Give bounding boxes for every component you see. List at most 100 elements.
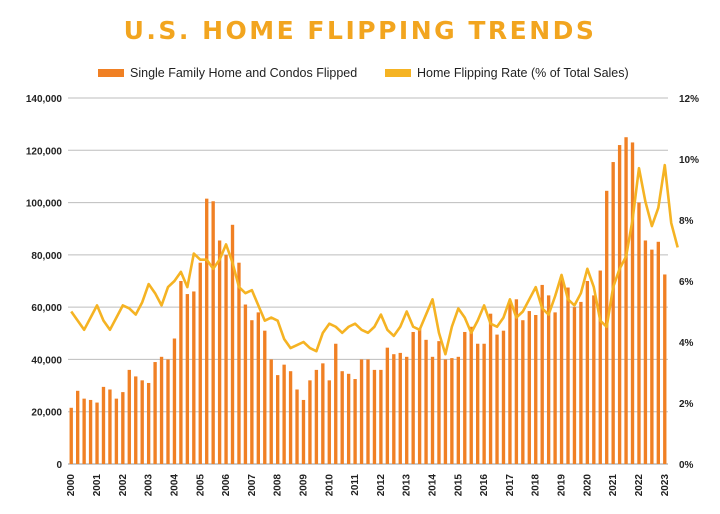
bar <box>469 326 473 464</box>
x-axis-tick-label: 2001 <box>92 474 103 497</box>
bar <box>250 320 254 464</box>
right-axis-tick-label: 12% <box>679 94 699 105</box>
x-axis-tick-label: 2008 <box>273 474 284 497</box>
bar <box>476 343 480 464</box>
right-axis-tick-label: 0% <box>679 460 694 471</box>
x-axis-tick-label: 2022 <box>634 474 645 497</box>
bar <box>443 359 448 464</box>
chart-title: U.S. HOME FLIPPING TRENDS <box>123 16 597 45</box>
bar <box>95 402 99 464</box>
legend-swatch-bars <box>98 69 124 77</box>
bar <box>501 330 506 464</box>
bar <box>327 380 331 464</box>
bar <box>495 334 499 464</box>
legend-item-line: Home Flipping Rate (% of Total Sales) <box>385 66 629 80</box>
bar <box>617 145 622 465</box>
bar <box>172 338 177 464</box>
bar <box>527 311 531 464</box>
x-axis-tick-label: 2004 <box>169 474 180 497</box>
bar <box>482 343 486 464</box>
right-axis-tick-label: 8% <box>679 216 694 227</box>
bar <box>598 270 602 464</box>
bar <box>534 314 538 464</box>
left-axis-tick-label: 20,000 <box>31 408 62 419</box>
bar <box>269 359 273 464</box>
x-axis-tick-label: 2019 <box>557 474 568 497</box>
bar <box>353 379 357 464</box>
bar <box>301 399 306 464</box>
bar <box>553 312 557 464</box>
x-axis-tick-label: 2010 <box>324 474 335 497</box>
bar <box>359 359 364 464</box>
x-axis-tick-label: 2023 <box>660 474 671 497</box>
x-axis-tick-label: 2006 <box>221 474 232 497</box>
bar <box>69 407 73 464</box>
x-axis-tick-label: 2007 <box>247 474 258 497</box>
bar <box>592 295 596 464</box>
left-axis-tick-label: 100,000 <box>26 199 63 210</box>
bar <box>76 390 80 464</box>
bar <box>217 240 222 464</box>
x-axis-tick-label: 2016 <box>479 474 490 497</box>
bar <box>643 240 648 464</box>
bar <box>166 359 170 464</box>
legend-item-bars: Single Family Home and Condos Flipped <box>98 66 357 80</box>
bar <box>263 330 267 464</box>
bar <box>134 376 138 464</box>
bar <box>121 392 125 464</box>
bar <box>521 320 525 464</box>
bar <box>108 389 112 464</box>
bar-series <box>69 137 667 465</box>
legend: Single Family Home and Condos Flipped Ho… <box>0 66 720 86</box>
bar <box>243 304 248 464</box>
bar <box>650 249 654 464</box>
bar <box>624 137 628 464</box>
bar <box>276 375 280 464</box>
bar <box>224 254 228 464</box>
bar <box>198 262 202 464</box>
bar <box>385 347 390 464</box>
bar <box>256 312 260 464</box>
bar <box>366 359 370 464</box>
left-axis-tick-label: 40,000 <box>31 355 62 366</box>
bar <box>314 369 319 464</box>
x-axis-tick-label: 2002 <box>118 474 129 497</box>
x-axis-tick-label: 2018 <box>531 474 542 497</box>
bar <box>282 364 286 464</box>
bar <box>411 331 415 464</box>
left-axis-tick-label: 120,000 <box>26 146 63 157</box>
bar <box>159 356 164 464</box>
bar <box>559 277 564 464</box>
bar <box>308 380 312 464</box>
bar <box>334 343 338 464</box>
x-axis-tick-label: 2021 <box>608 474 619 497</box>
bar <box>508 301 512 464</box>
bar <box>185 294 190 464</box>
x-axis-ticks: 2000 2001 2002 2003 2004 2005 2006 2007 2008 2009… <box>66 474 671 497</box>
bar <box>88 399 93 464</box>
bar <box>153 362 157 464</box>
left-axis-tick-label: 140,000 <box>26 94 63 105</box>
bar <box>114 398 119 464</box>
right-axis-tick-label: 6% <box>679 277 694 288</box>
bar <box>372 369 377 464</box>
bar <box>321 363 325 464</box>
bar <box>579 301 583 464</box>
x-axis-tick-label: 2020 <box>582 474 593 497</box>
bar <box>417 328 422 464</box>
bar <box>430 356 435 464</box>
x-axis-tick-label: 2012 <box>376 474 387 497</box>
bar <box>379 369 383 464</box>
right-axis-ticks: 0% 2% 4% 6% 8% 10% 12% <box>679 94 699 471</box>
rate-line-series <box>70 163 679 356</box>
bar <box>572 307 577 464</box>
x-axis-tick-label: 2000 <box>66 474 77 497</box>
bar <box>585 281 590 464</box>
bar <box>456 356 460 464</box>
bar <box>340 371 344 464</box>
bar <box>211 201 215 464</box>
bar <box>424 339 428 464</box>
bar <box>179 281 183 464</box>
legend-swatch-line <box>385 69 411 77</box>
